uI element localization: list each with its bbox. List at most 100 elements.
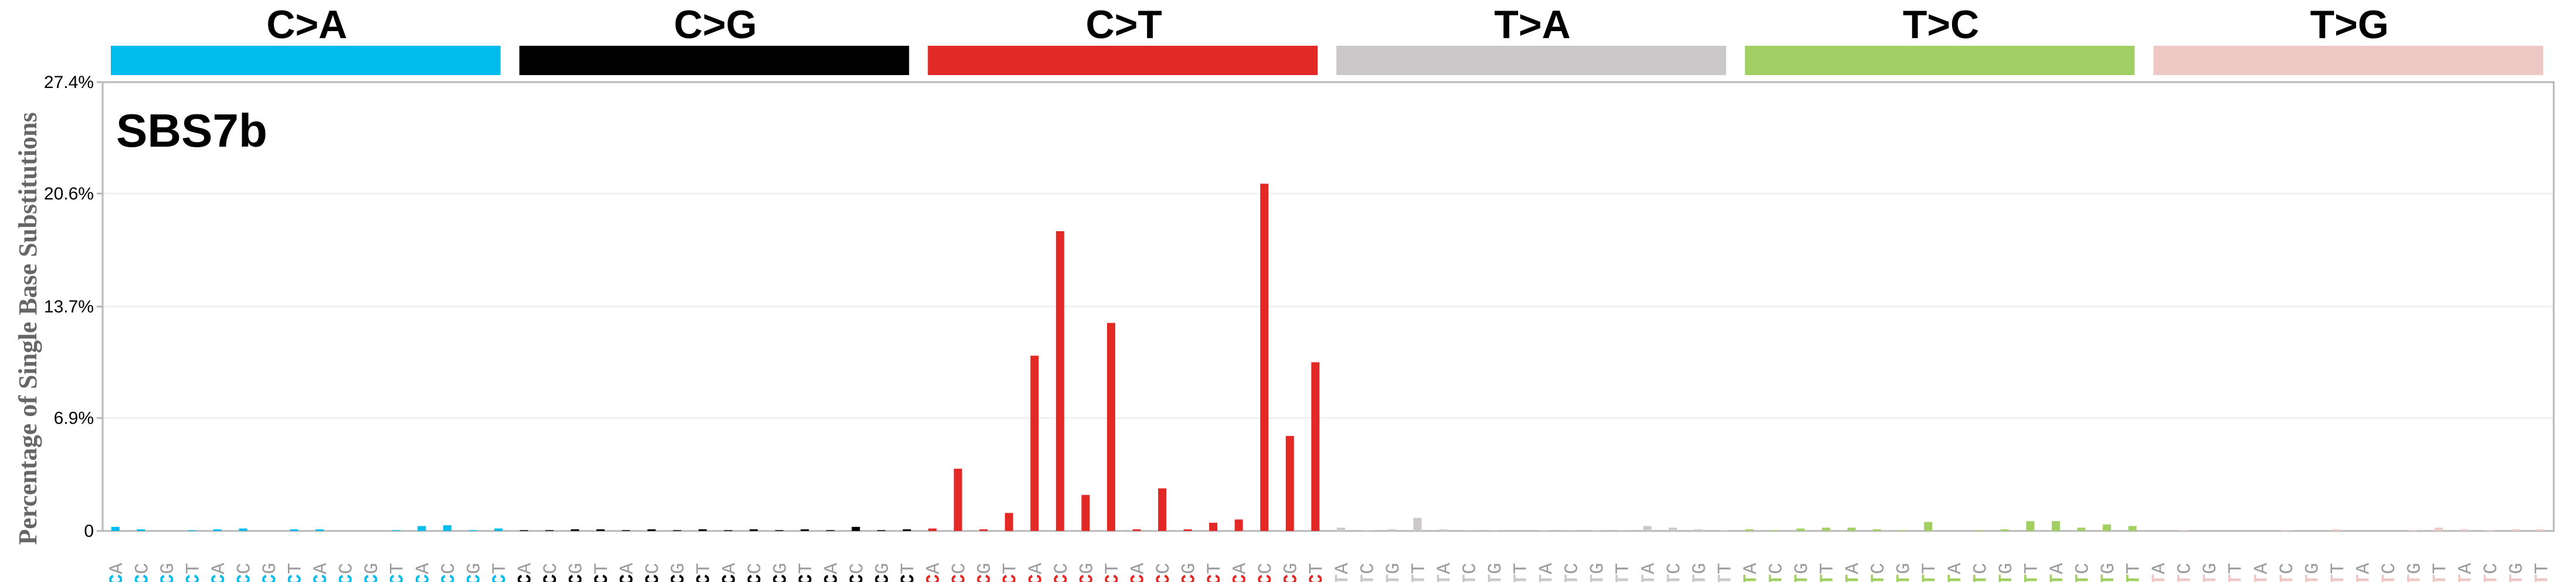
y-axis: 0 6.9% 13.7% 20.6% 27.4% xyxy=(44,73,103,541)
context-base: C xyxy=(1562,563,1583,574)
context-label: ACA xyxy=(514,563,536,582)
y-tick-label: 27.4% xyxy=(44,73,94,92)
bar xyxy=(137,529,145,531)
context-base: A xyxy=(2251,563,2272,574)
group-color-bar-c-a xyxy=(111,46,501,75)
context-base: C xyxy=(2072,563,2093,574)
bar xyxy=(1081,495,1090,531)
context-label: ATG xyxy=(1383,563,1404,582)
context-label: TCG xyxy=(872,563,894,582)
bar xyxy=(392,530,401,531)
bar xyxy=(1413,517,1422,531)
context-base: T xyxy=(1868,574,1889,582)
context-base: G xyxy=(157,563,179,574)
group-label: C>T xyxy=(1085,2,1162,47)
bar xyxy=(928,528,937,531)
bar xyxy=(1464,530,1473,531)
bar xyxy=(2000,529,2009,531)
context-base: A xyxy=(514,563,536,574)
group-label: C>A xyxy=(266,2,347,47)
context-base: G xyxy=(2200,563,2221,574)
bar xyxy=(1260,184,1269,532)
context-base: C xyxy=(1970,563,1991,574)
bar xyxy=(1336,527,1345,531)
context-base: C xyxy=(795,574,817,582)
context-label: ACT xyxy=(591,563,613,582)
context-base: A xyxy=(1536,563,1557,574)
context-label: CCT xyxy=(693,563,715,582)
bar xyxy=(800,529,809,531)
context-base: C xyxy=(1153,563,1175,574)
context-base: T xyxy=(2276,574,2298,582)
context-label: GCT xyxy=(1204,563,1226,582)
context-base: G xyxy=(1485,563,1506,574)
bar xyxy=(1847,527,1856,531)
context-label: ACA xyxy=(106,563,128,582)
context-base: C xyxy=(233,563,255,574)
context-base: T xyxy=(182,563,204,574)
bar xyxy=(315,529,324,531)
context-base: C xyxy=(1306,574,1328,582)
context-base: T xyxy=(2378,574,2400,582)
context-label: GCA xyxy=(1127,563,1149,582)
context-base: A xyxy=(1127,563,1149,574)
context-label: TCC xyxy=(438,563,460,582)
bar xyxy=(673,530,681,531)
bar xyxy=(418,526,426,531)
context-base: G xyxy=(2506,563,2528,574)
context-base: T xyxy=(2506,574,2528,582)
context-base: T xyxy=(2327,574,2349,582)
context-base: T xyxy=(1357,574,1379,582)
chart-title: SBS7b xyxy=(116,104,267,157)
context-label: TTG xyxy=(2506,563,2528,582)
context-label: CCG xyxy=(1076,563,1098,582)
context-label: GTA xyxy=(1536,563,1557,582)
y-tick-label: 13.7% xyxy=(44,297,94,317)
context-base: G xyxy=(2404,563,2426,574)
context-label: GTG xyxy=(1995,563,2017,582)
context-base: G xyxy=(974,563,996,574)
context-label: GTA xyxy=(1944,563,1966,582)
group-label: T>C xyxy=(1903,2,1979,47)
context-base: C xyxy=(566,574,588,582)
context-base: T xyxy=(489,563,511,574)
context-base: G xyxy=(1076,563,1098,574)
context-label: CTG xyxy=(1485,563,1506,582)
group-color-bar-c-g xyxy=(519,46,909,75)
context-base: C xyxy=(1102,574,1124,582)
bar xyxy=(290,529,298,531)
context-base: G xyxy=(668,563,690,574)
context-base: T xyxy=(1766,574,1787,582)
context-base: T xyxy=(1204,563,1226,574)
bar xyxy=(851,527,860,531)
bar xyxy=(1490,530,1499,531)
context-base: G xyxy=(259,563,281,574)
context-base: T xyxy=(1383,574,1404,582)
bar xyxy=(2409,530,2418,531)
context-base: T xyxy=(2225,563,2247,574)
bar xyxy=(596,529,605,531)
context-base: T xyxy=(2455,574,2477,582)
context-label: ATT xyxy=(1817,563,1838,582)
context-base: T xyxy=(1842,574,1864,582)
context-base: T xyxy=(2072,574,2093,582)
context-base: T xyxy=(1306,563,1328,574)
bar xyxy=(1387,529,1396,531)
context-label: ATC xyxy=(1357,563,1379,582)
context-label: CTC xyxy=(1868,563,1889,582)
context-base: T xyxy=(2021,574,2042,582)
context-base: A xyxy=(1434,563,1455,574)
context-base: C xyxy=(361,574,383,582)
bar xyxy=(1541,530,1550,531)
context-label: CTA xyxy=(2251,563,2272,582)
context-base: A xyxy=(821,563,843,574)
context-base: T xyxy=(1485,574,1506,582)
context-base: T xyxy=(898,563,919,574)
context-base: T xyxy=(1817,574,1838,582)
context-label: TTA xyxy=(2046,563,2068,582)
context-base: T xyxy=(1970,574,1991,582)
context-label: TCA xyxy=(821,563,843,582)
bar xyxy=(2511,529,2520,531)
context-base: C xyxy=(1766,563,1787,574)
context-base: A xyxy=(412,563,434,574)
